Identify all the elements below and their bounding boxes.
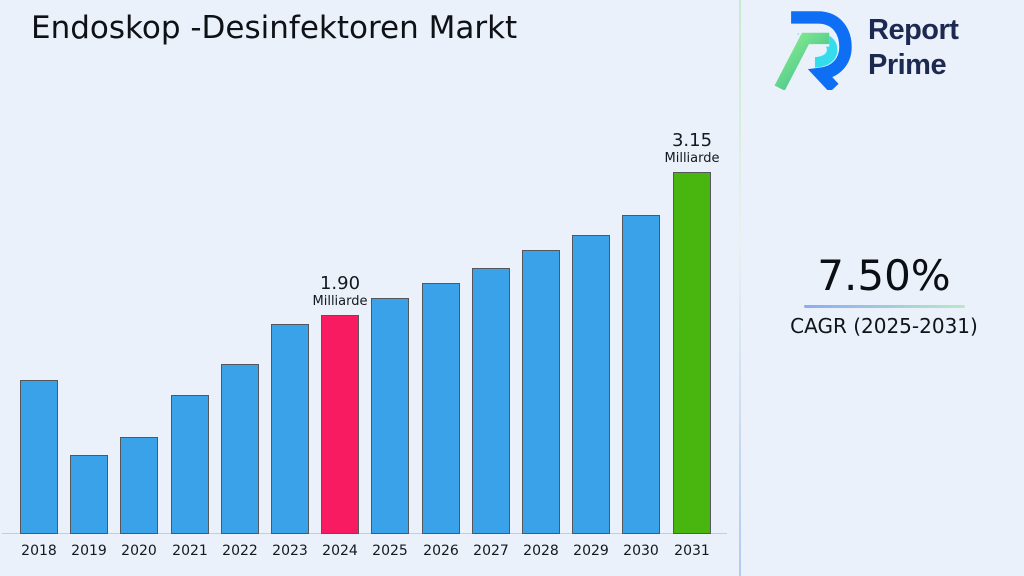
x-tick-label-2029: 2029 [573, 543, 609, 559]
x-tick-label-2024: 2024 [322, 543, 358, 559]
x-tick-label-2031: 2031 [674, 543, 710, 559]
x-tick-label-2019: 2019 [71, 543, 107, 559]
bar-2027 [472, 268, 510, 534]
x-tick-label-2028: 2028 [523, 543, 559, 559]
cagr-label: CAGR (2025-2031) [790, 314, 978, 338]
bar-2021 [171, 395, 209, 534]
bar-2023 [271, 324, 309, 534]
annotation-unit: Milliarde [664, 151, 720, 166]
cagr-underline [803, 305, 965, 308]
x-tick-label-2027: 2027 [473, 543, 509, 559]
x-tick-label-2022: 2022 [222, 543, 258, 559]
x-tick-label-2025: 2025 [372, 543, 408, 559]
bar-2018 [20, 380, 58, 534]
x-tick-label-2023: 2023 [272, 543, 308, 559]
x-axis-line [2, 533, 727, 534]
bar-2025 [371, 298, 409, 534]
bar-annotation-2024: 1.90 Milliarde [295, 273, 385, 310]
bar-annotation-2031: 3.15 Milliarde [647, 130, 737, 167]
annotation-value: 1.90 [319, 273, 361, 294]
logo-text-line2: Prime [868, 49, 947, 81]
x-tick-label-2030: 2030 [623, 543, 659, 559]
bar-2019 [70, 455, 108, 534]
bar-2030 [622, 215, 660, 534]
annotation-unit: Milliarde [312, 294, 368, 309]
vertical-divider [739, 0, 741, 576]
cagr-value: 7.50% [817, 251, 951, 300]
bar-2024 [321, 315, 359, 534]
cagr-panel: 7.50% CAGR (2025-2031) [760, 251, 1008, 339]
logo-text-line1: Report [868, 14, 959, 46]
annotation-value: 3.15 [671, 130, 713, 151]
x-tick-label-2021: 2021 [172, 543, 208, 559]
x-tick-label-2020: 2020 [121, 543, 157, 559]
report-prime-logo-text: Report Prime [868, 13, 959, 83]
bar-2028 [522, 250, 560, 534]
bar-2020 [120, 437, 158, 534]
bar-2029 [572, 235, 610, 534]
bar-2022 [221, 364, 259, 534]
page-title: Endoskop -Desinfektoren Markt [31, 10, 518, 46]
report-prime-logo-icon [774, 11, 852, 90]
report-prime-logo: Report Prime [774, 6, 959, 90]
bar-2026 [422, 283, 460, 534]
x-tick-label-2018: 2018 [21, 543, 57, 559]
bar-chart: 2018 2019 2020 2021 2022 2023 2024 1.90 Milliard… [2, 130, 737, 559]
x-tick-label-2026: 2026 [423, 543, 459, 559]
bar-2031 [673, 172, 711, 534]
